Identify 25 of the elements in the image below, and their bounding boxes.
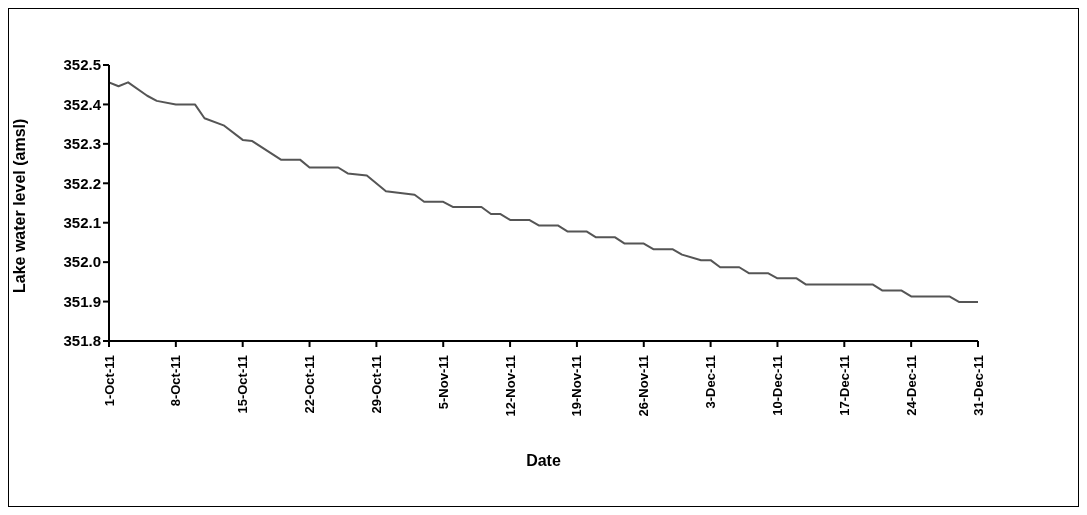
x-tick-label: 29-Oct-11 xyxy=(368,355,384,414)
y-tick-label: 352.3 xyxy=(63,135,101,153)
x-tick-label: 19-Nov-11 xyxy=(569,355,585,417)
y-tick-label: 352.2 xyxy=(63,174,101,192)
x-axis-title: Date xyxy=(526,452,561,469)
x-tick-label: 15-Oct-11 xyxy=(235,355,251,414)
y-tick-label: 351.8 xyxy=(63,332,101,350)
x-tick-label: 5-Nov-11 xyxy=(435,355,451,410)
x-tick-label: 8-Oct-11 xyxy=(168,355,184,407)
y-tick-label: 352.4 xyxy=(63,95,102,113)
x-tick-label: 26-Nov-11 xyxy=(636,355,652,417)
y-tick-label: 351.9 xyxy=(63,292,101,310)
y-tick-label: 352.1 xyxy=(63,214,101,232)
x-tick-label: 10-Dec-11 xyxy=(769,355,785,416)
x-tick-label: 17-Dec-11 xyxy=(836,355,852,416)
y-tick-label: 352.0 xyxy=(63,253,101,271)
x-tick-label: 22-Oct-11 xyxy=(302,355,318,414)
x-tick-label: 24-Dec-11 xyxy=(903,355,919,416)
x-tick-label: 12-Nov-11 xyxy=(502,355,518,417)
x-tick-label: 1-Oct-11 xyxy=(101,355,117,407)
y-tick-label: 352.5 xyxy=(63,56,101,74)
x-tick-label: 31-Dec-11 xyxy=(970,355,986,416)
y-axis-title: Lake water level (amsl) xyxy=(10,118,28,293)
x-tick-label: 3-Dec-11 xyxy=(703,355,719,409)
line-series xyxy=(109,81,978,303)
